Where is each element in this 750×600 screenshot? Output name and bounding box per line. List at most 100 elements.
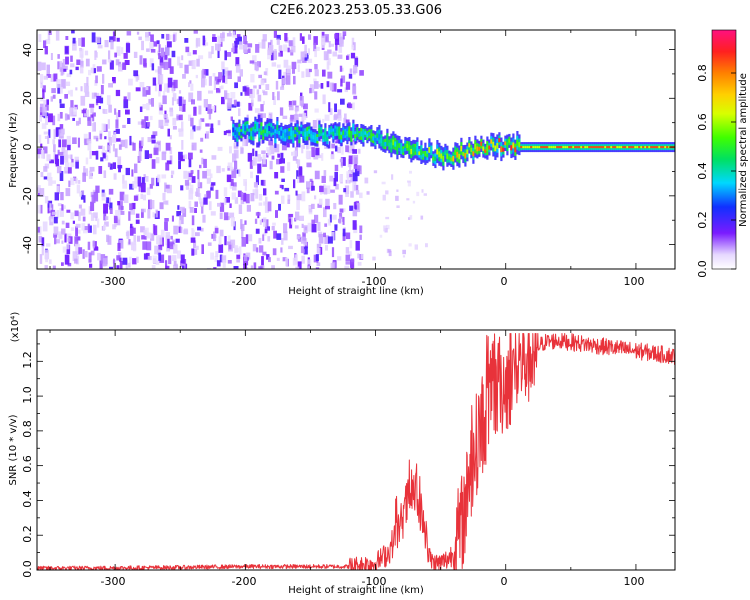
- spectrogram-cell: [70, 154, 73, 160]
- spectrogram-cell: [116, 46, 121, 56]
- spectrogram-cell: [291, 61, 297, 70]
- spectrogram-cell: [391, 174, 394, 180]
- spectrogram-cell: [143, 174, 146, 179]
- spectrogram-cell: [108, 83, 113, 88]
- spectrogram-cell: [61, 220, 65, 225]
- spectrogram-cell: [83, 195, 86, 203]
- spectrogram-cell: [414, 147, 417, 152]
- spectrogram-cell: [264, 219, 269, 229]
- spectrogram-cell: [466, 149, 469, 155]
- spectrogram-cell: [338, 216, 342, 224]
- spectrogram-cell: [54, 236, 57, 245]
- spectrogram-cell: [280, 152, 284, 160]
- x-tick-label: 0: [501, 275, 508, 288]
- spectrogram-cell: [326, 81, 330, 88]
- spectrogram-cell: [146, 187, 151, 196]
- spectrogram-cell: [67, 237, 71, 242]
- spectrogram-cell: [262, 113, 266, 118]
- spectrogram-cell: [420, 149, 423, 156]
- spectrogram-cell: [478, 146, 481, 151]
- spectrogram-cell: [116, 255, 121, 261]
- spectrogram-cell: [192, 125, 196, 132]
- spectrogram-cell: [302, 36, 305, 44]
- spectrogram-cell: [462, 151, 465, 157]
- spectrogram-cell: [70, 89, 73, 97]
- spectrogram-cell: [184, 263, 188, 269]
- spectrogram-cell: [311, 219, 315, 225]
- spectrogram-cell: [335, 134, 340, 144]
- spectrogram-cell: [580, 146, 583, 149]
- spectrogram-cell: [358, 133, 361, 137]
- spectrogram-cell: [142, 194, 146, 201]
- spectrogram-cell: [350, 259, 355, 268]
- spectrogram-cell: [314, 195, 317, 200]
- spectrogram-cell: [146, 48, 150, 52]
- spectrogram-cell: [370, 133, 373, 139]
- spectrogram-cell: [144, 116, 149, 121]
- spectrogram-cell: [378, 133, 381, 140]
- spectrogram-cell: [233, 45, 238, 54]
- spectrogram-cell: [342, 35, 345, 40]
- spectrogram-cell: [335, 145, 338, 152]
- spectrogram-cell: [550, 146, 553, 149]
- spectrogram-cell: [185, 46, 190, 53]
- spectrogram-cell: [151, 139, 156, 144]
- spectrogram-cell: [208, 76, 212, 86]
- spectrogram-cell: [582, 146, 585, 149]
- spectrogram-cell: [284, 132, 287, 138]
- spectrogram-cell: [271, 155, 275, 160]
- spectrogram-cell: [97, 252, 101, 261]
- spectrogram-cell: [219, 202, 225, 212]
- spectrogram-cell: [95, 75, 98, 84]
- spectrogram-cell: [284, 187, 290, 192]
- spectrogram-cell: [355, 190, 360, 195]
- spectrogram-cell: [75, 226, 78, 236]
- spectrogram-cell: [180, 260, 185, 267]
- spectrogram-cell: [225, 197, 230, 203]
- spectrogram-cell: [169, 135, 172, 140]
- spectrogram-cell: [287, 47, 290, 53]
- spectrogram-cell: [132, 258, 137, 265]
- spectrogram-cell: [176, 115, 181, 120]
- spectrogram-cell: [323, 207, 327, 218]
- spectrogram-cell: [165, 260, 168, 269]
- spectrogram-cell: [131, 202, 136, 210]
- spectrogram-cell: [348, 129, 351, 135]
- spectrogram-cell: [231, 104, 237, 108]
- spectrogram-cell: [70, 227, 75, 231]
- spectrogram-cell: [287, 199, 291, 204]
- spectrogram-cell: [53, 226, 59, 235]
- spectrogram-cell: [492, 141, 495, 148]
- spectrogram-cell: [245, 193, 250, 204]
- spectrogram-cell: [67, 262, 72, 267]
- spectrogram-cell: [63, 68, 67, 72]
- spectrogram-x-axis-label: Height of straight line (km): [288, 286, 424, 297]
- spectrogram-cell: [355, 240, 360, 251]
- spectrogram-cell: [205, 131, 210, 139]
- spectrogram-cell: [319, 247, 323, 255]
- spectrogram-cell: [115, 210, 120, 216]
- spectrogram-cell: [145, 37, 150, 42]
- spectrogram-cell: [234, 82, 238, 89]
- spectrogram-cell: [200, 227, 204, 232]
- spectrogram-cell: [205, 107, 209, 111]
- spectrogram-cell: [223, 212, 229, 221]
- spectrogram-cell: [78, 180, 81, 184]
- spectrogram-cell: [329, 82, 334, 91]
- colorbar-label: Normalized spectral amplitude: [738, 73, 749, 227]
- spectrogram-cell: [414, 244, 418, 250]
- spectrogram-cell: [43, 166, 48, 172]
- spectrogram-cell: [296, 137, 299, 148]
- spectrogram-cell: [262, 251, 267, 256]
- spectrogram-cell: [178, 128, 184, 137]
- spectrogram-cell: [658, 146, 661, 149]
- spectrogram-cell: [460, 145, 463, 152]
- spectrogram-cell: [136, 31, 140, 35]
- spectrogram-cell: [159, 254, 165, 263]
- spectrogram-cell: [148, 98, 152, 105]
- spectrogram-cell: [126, 230, 130, 239]
- spectrogram-cell: [334, 128, 337, 133]
- spectrogram-cells: [37, 30, 675, 269]
- spectrogram-cell: [161, 174, 167, 179]
- spectrogram-cell: [652, 146, 655, 149]
